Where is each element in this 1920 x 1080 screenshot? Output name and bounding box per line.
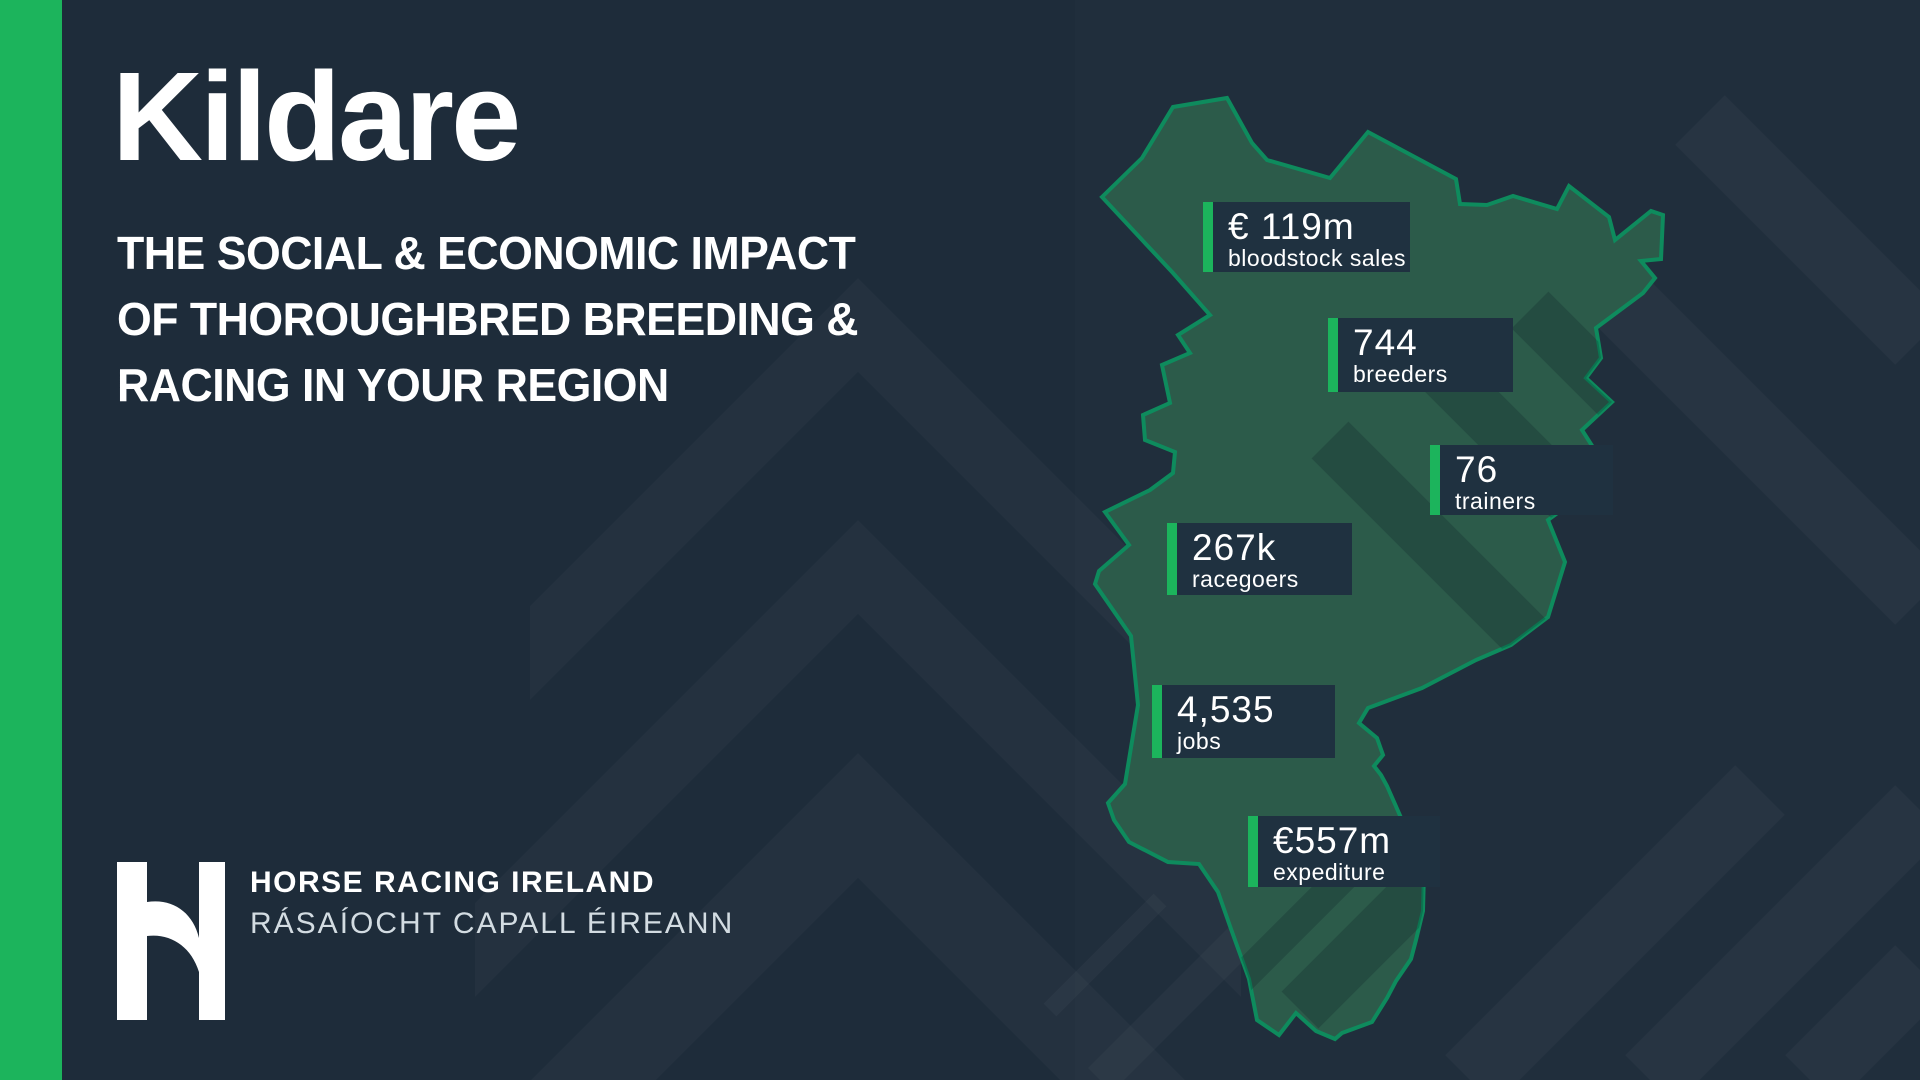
org-name: HORSE RACING IRELAND xyxy=(250,866,656,899)
org-name-irish: RÁSAÍOCHT CAPALL ÉIREANN xyxy=(250,907,735,940)
stat-value: € 119m xyxy=(1228,206,1355,247)
stat-box-racegoers: 267k racegoers xyxy=(1167,523,1352,595)
left-accent-strip xyxy=(0,0,62,1080)
subtitle-line-1: THE SOCIAL & ECONOMIC IMPACT xyxy=(117,227,856,279)
stat-value: €557m xyxy=(1273,820,1392,861)
page-subtitle: THE SOCIAL & ECONOMIC IMPACT OF THOROUGH… xyxy=(117,220,874,418)
stat-value: 267k xyxy=(1192,527,1277,568)
subtitle-line-3: RACING IN YOUR REGION xyxy=(117,359,669,411)
org-block: HORSE RACING IRELAND RÁSAÍOCHT CAPALL ÉI… xyxy=(250,866,734,941)
stat-box-expenditure: €557m expediture xyxy=(1248,816,1440,887)
stat-label: expediture xyxy=(1273,859,1386,885)
stat-value: 76 xyxy=(1455,449,1499,490)
stat-box-trainers: 76 trainers xyxy=(1430,445,1613,515)
stat-label: bloodstock sales xyxy=(1228,245,1407,271)
stat-label: racegoers xyxy=(1192,566,1299,592)
stat-box-jobs: 4,535 jobs xyxy=(1152,685,1335,758)
stat-box-breeders: 744 breeders xyxy=(1328,318,1513,392)
stat-value: 4,535 xyxy=(1177,689,1275,730)
stat-label: breeders xyxy=(1353,361,1448,387)
stat-value: 744 xyxy=(1353,322,1418,363)
stat-label: jobs xyxy=(1177,728,1222,754)
stat-box-bloodstock-sales: € 119m bloodstock sales xyxy=(1203,202,1410,272)
region-title: Kildare xyxy=(112,46,521,187)
subtitle-line-2: OF THOROUGHBRED BREEDING & xyxy=(117,293,858,345)
stat-label: trainers xyxy=(1455,488,1536,514)
